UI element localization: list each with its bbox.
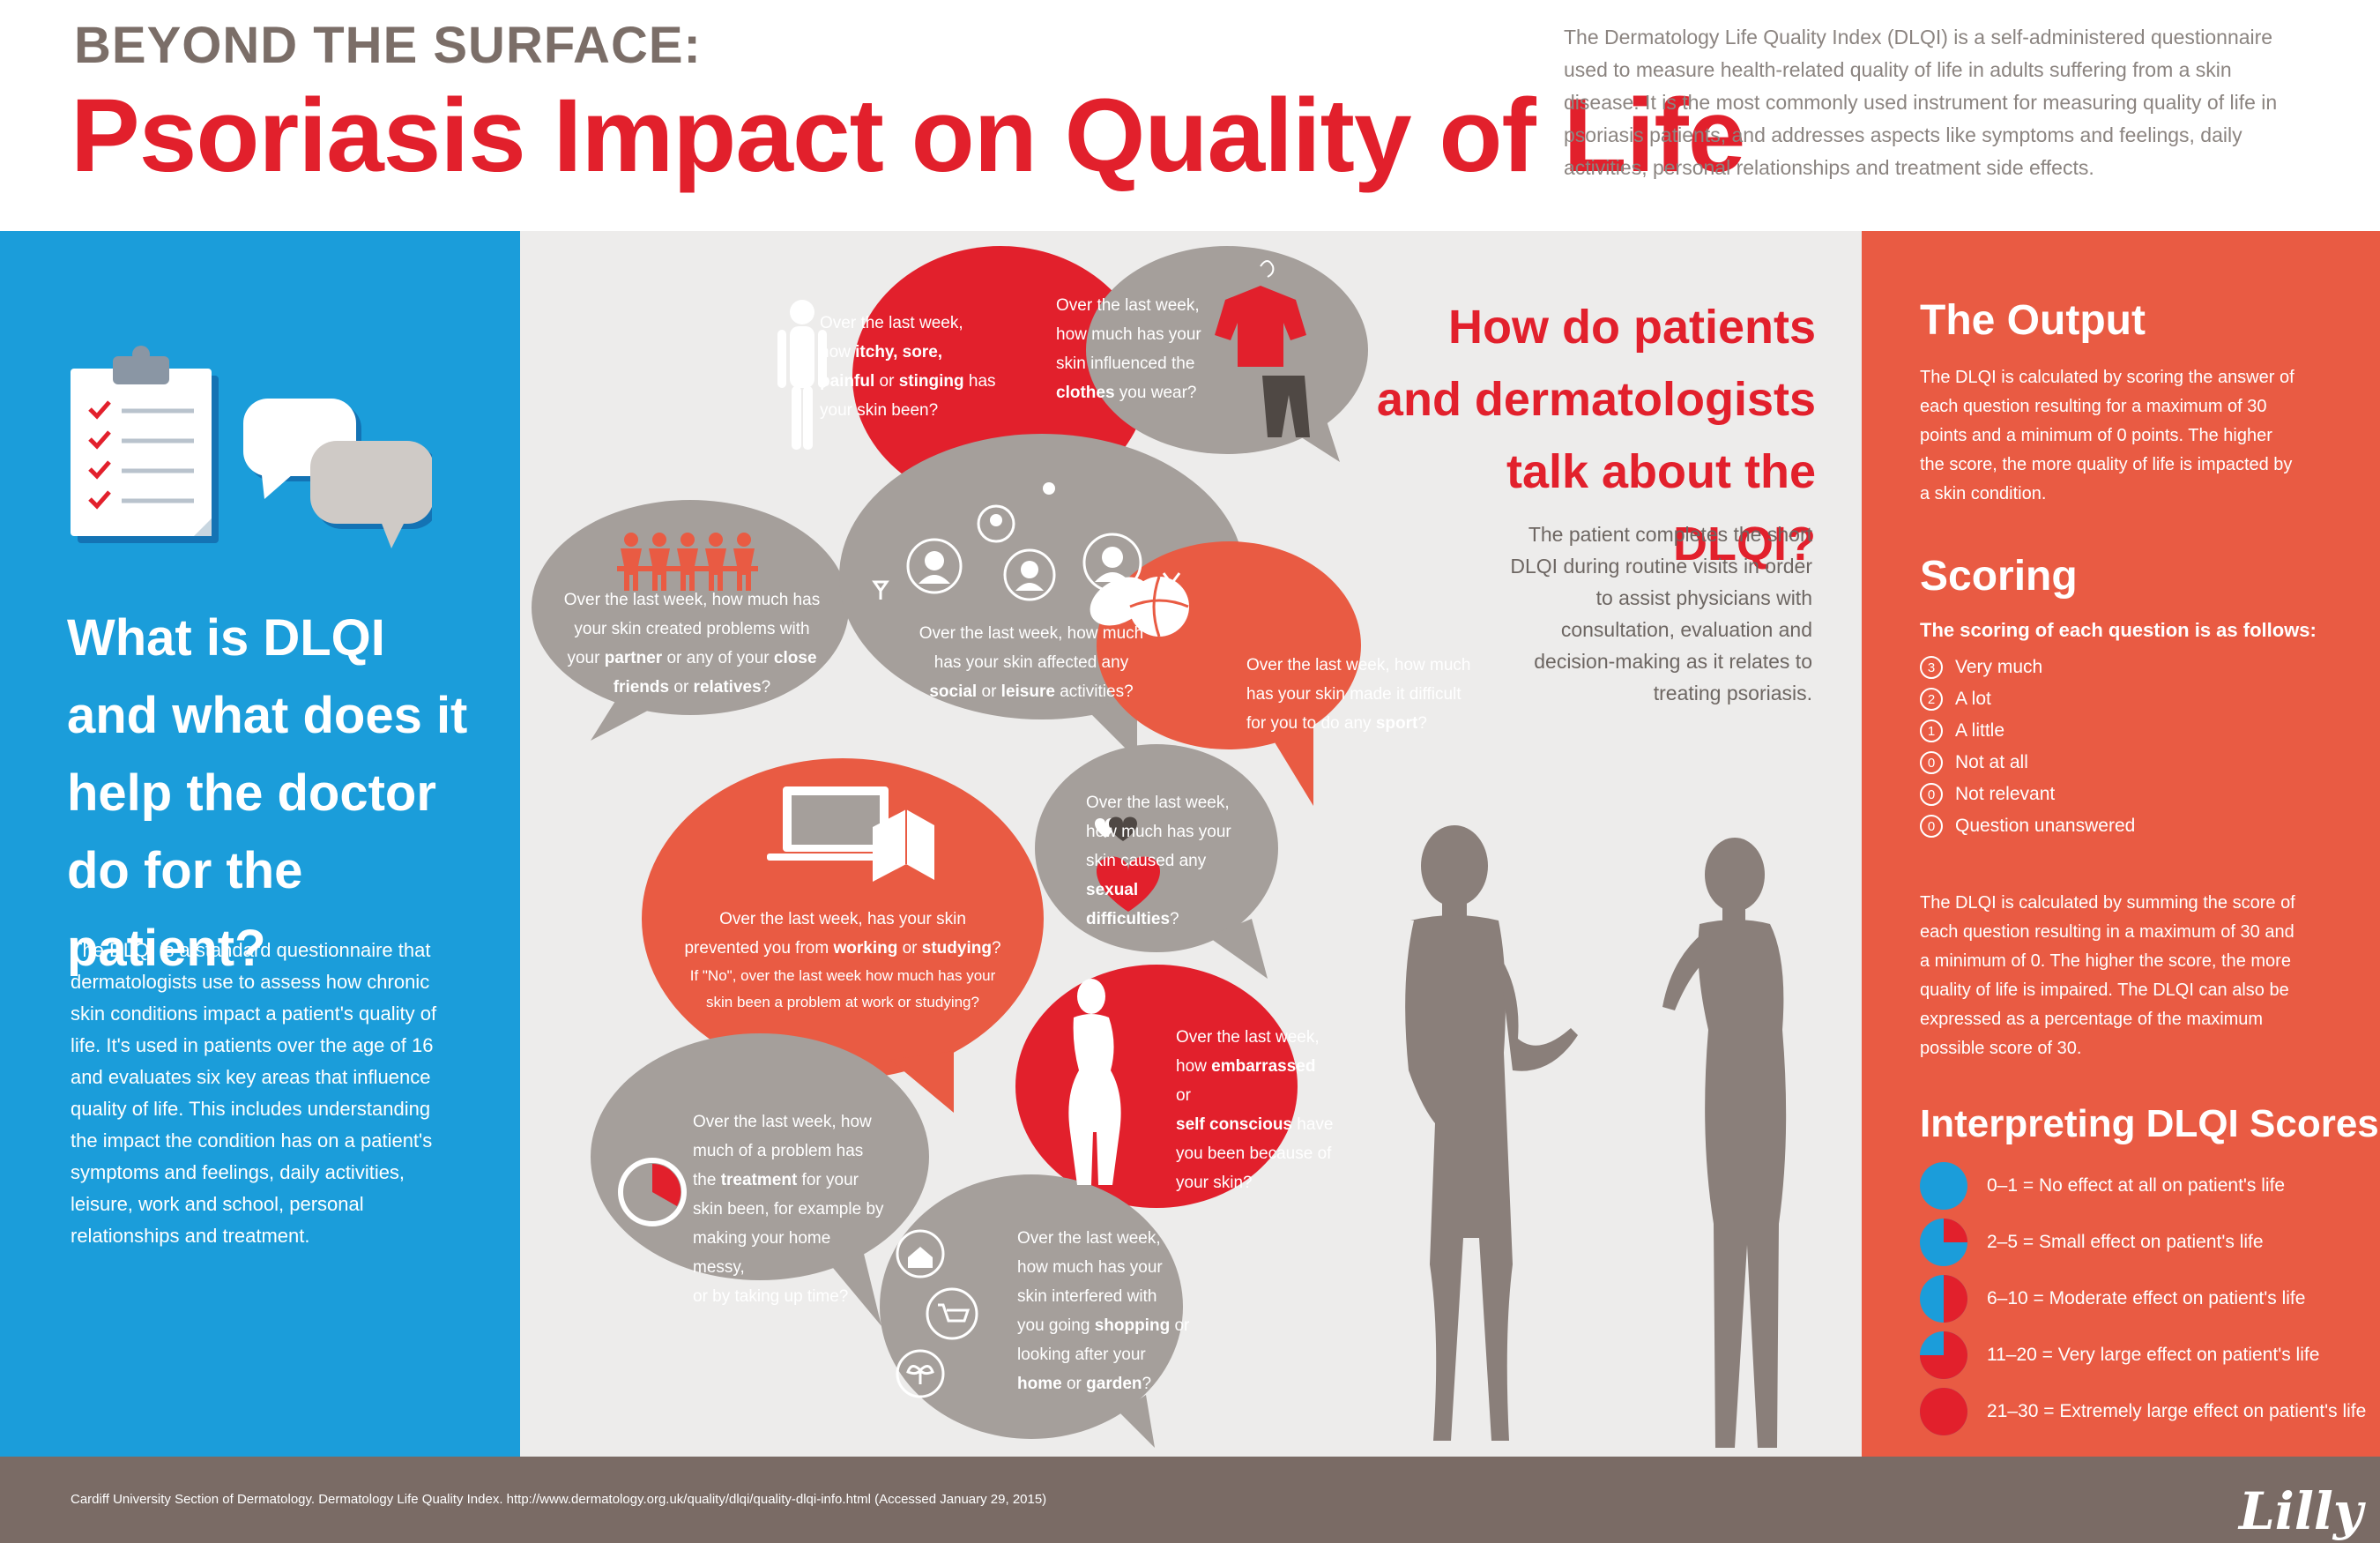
score-label: Very much [1955, 657, 2043, 677]
score-pie-icon [1920, 1275, 1967, 1323]
dlqi-question-heading: What is DLQI and what does it help the d… [67, 609, 468, 977]
score-number: 0 [1920, 815, 1943, 838]
bubble-itchy: Over the last week, how itchy, sore, pai… [820, 314, 996, 420]
dlqi-description: The DLQI is a standard questionnaire tha… [71, 939, 437, 1247]
interpretation-label: 2–5 = Small effect on patient's life [1987, 1232, 2264, 1252]
citation: Cardiff University Section of Dermatolog… [71, 1492, 1047, 1507]
bubble-shopping: Over the last week, how much has your sk… [1017, 1229, 1190, 1393]
kicker: BEYOND THE SURFACE: [74, 17, 702, 74]
bubble-work: Over the last week, has your skin preven… [684, 910, 1001, 1010]
doctor-patient-silhouettes [1405, 825, 1787, 1448]
interpretation-row: 11–20 = Very large effect on patient's l… [1920, 1331, 2319, 1379]
score-number: 2 [1920, 688, 1943, 711]
interpretation-heading: Interpreting DLQI Scores [1920, 1102, 2379, 1145]
scoring-heading: Scoring [1920, 553, 2078, 600]
people-chain-icon [617, 533, 758, 591]
score-label: Not relevant [1955, 784, 2056, 804]
score-number: 0 [1920, 783, 1943, 806]
footer [0, 1457, 2380, 1543]
score-label: Question unanswered [1955, 816, 2136, 836]
sports-balls-icon [1090, 576, 1189, 637]
score-pie-icon [1920, 1331, 1967, 1379]
home-cart-garden-icons [896, 1229, 978, 1398]
bubble-sexual: Over the last week, how much has your sk… [1086, 794, 1231, 928]
score-row: 0 Not relevant [1920, 783, 2055, 806]
score-row: 2 A lot [1920, 688, 1991, 711]
score-pie-icon [1920, 1388, 1967, 1435]
interpretation-label: 21–30 = Extremely large effect on patien… [1987, 1401, 2367, 1421]
bubble-treatment: Over the last week, how much of a proble… [693, 1113, 884, 1306]
clipboard-chat-icon [71, 346, 432, 548]
score-label: A lot [1955, 689, 1991, 709]
laptop-book-icon [767, 786, 934, 882]
output-body: The DLQI is calculated by scoring the an… [1920, 368, 2294, 503]
bubble-sport: Over the last week, how much has your sk… [1246, 656, 1471, 733]
score-pie-icon [1920, 1162, 1967, 1210]
interpretation-row: 21–30 = Extremely large effect on patien… [1920, 1388, 2366, 1435]
middle-heading: How do patients and dermatologists talk … [1376, 301, 1816, 570]
score-row: 0 Not at all [1920, 751, 2028, 774]
page-title: Psoriasis Impact on Quality of Life [71, 78, 1745, 194]
interpretation-label: 11–20 = Very large effect on patient's l… [1987, 1345, 2320, 1365]
score-label: A little [1955, 720, 2005, 741]
score-number: 0 [1920, 751, 1943, 774]
bubble-embarrassed: Over the last week, how embarrassed or s… [1176, 1028, 1334, 1192]
bubble-partner: Over the last week, how much has your sk… [563, 591, 821, 697]
score-number: 3 [1920, 656, 1943, 679]
score-row: 0 Question unanswered [1920, 815, 2135, 838]
interpretation-row: 2–5 = Small effect on patient's life [1920, 1219, 2264, 1266]
interpretation-row: 6–10 = Moderate effect on patient's life [1920, 1275, 2305, 1323]
score-number: 1 [1920, 719, 1943, 742]
scoring-subheading: The scoring of each question is as follo… [1920, 619, 2317, 641]
interpretation-label: 0–1 = No effect at all on patient's life [1987, 1175, 2286, 1196]
speech-bubbles [532, 246, 1787, 1448]
lilly-logo: Lilly [2239, 1481, 2363, 1541]
output-heading: The Output [1920, 297, 2146, 344]
intro-paragraph: The Dermatology Life Quality Index (DLQI… [1564, 26, 2278, 179]
clock-icon [618, 1158, 687, 1226]
interpretation-row: 0–1 = No effect at all on patient's life [1920, 1162, 2285, 1210]
clothes-icon [1215, 260, 1310, 437]
woman-body-icon [1068, 979, 1121, 1185]
score-row: 3 Very much [1920, 656, 2042, 679]
hearts-icon [1095, 816, 1160, 912]
interpretation-label: 6–10 = Moderate effect on patient's life [1987, 1288, 2306, 1308]
score-label: Not at all [1955, 752, 2028, 772]
body-outline-icon [777, 300, 827, 450]
middle-body: The patient completes the short DLQI dur… [1510, 523, 1812, 704]
calculation-body: The DLQI is calculated by summing the sc… [1920, 893, 2295, 1058]
score-row: 1 A little [1920, 719, 2004, 742]
bubble-social: Over the last week, how much has your sk… [919, 624, 1144, 701]
bubble-clothes: Over the last week, how much has your sk… [1056, 296, 1201, 402]
score-pie-icon [1920, 1219, 1967, 1266]
